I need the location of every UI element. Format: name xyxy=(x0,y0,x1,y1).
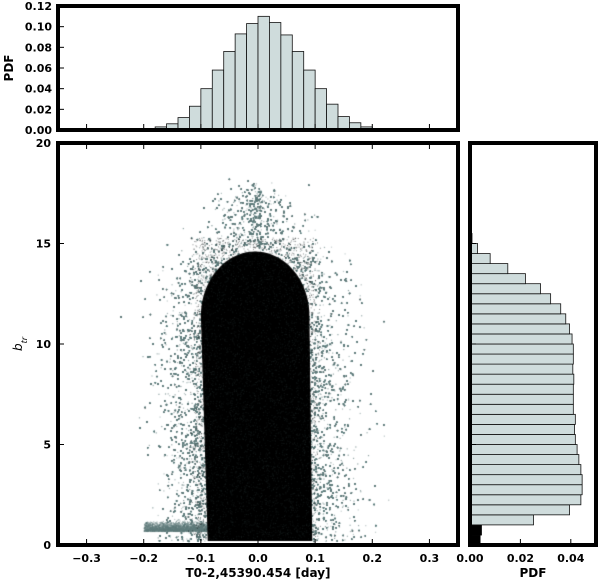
main-ytick-label: 10 xyxy=(36,338,52,351)
top-histogram-bar xyxy=(326,103,339,131)
top-ytick-label: 0.10 xyxy=(25,21,52,34)
top-histogram: 0.00 0.02 0.04 0.06 0.08 0.10 0.12 PDF xyxy=(2,0,460,137)
top-ytick-label: 0.02 xyxy=(25,103,52,116)
right-histogram-bar xyxy=(469,253,491,265)
main-xtick-label: −0.3 xyxy=(72,552,101,565)
main-xtick-label: −0.2 xyxy=(129,552,158,565)
right-histogram-bar xyxy=(469,343,574,355)
top-ylabel: PDF xyxy=(2,55,16,82)
top-histogram-bar xyxy=(223,51,236,131)
main-frame xyxy=(56,141,460,547)
main-xtick-label: 0.0 xyxy=(248,552,268,565)
right-histogram-bar xyxy=(469,423,575,435)
top-histogram-bar xyxy=(269,22,282,131)
top-ytick-label: 0.08 xyxy=(25,41,52,54)
top-ytick-label: 0.12 xyxy=(25,0,52,13)
right-histogram-bar xyxy=(469,494,582,506)
main-scatter: −0.3 −0.2 −0.1 0.0 0.1 0.2 0.3 0 5 10 15 20 T0-2,453… xyxy=(11,137,460,580)
scatter-points xyxy=(58,143,458,545)
main-ylabel-main: b xyxy=(11,343,25,351)
right-histogram-bar xyxy=(469,454,580,465)
top-ytick-label: 0.06 xyxy=(25,62,52,75)
right-histogram-bar xyxy=(469,363,574,375)
top-ytick-label: 0.04 xyxy=(25,83,52,96)
right-histogram-bar xyxy=(469,263,509,275)
top-histogram-bar xyxy=(280,34,293,131)
right-histogram: 0.00 0.02 0.04 PDF xyxy=(456,141,598,580)
right-histogram-bar xyxy=(469,393,574,405)
top-histogram-bar xyxy=(211,69,225,131)
right-histogram-bar xyxy=(469,283,541,295)
right-histogram-bar xyxy=(469,313,567,325)
main-xlabel: T0-2,45390.454 [day] xyxy=(185,566,330,580)
right-frame xyxy=(468,141,598,547)
main-xtick-label: 0.2 xyxy=(363,552,383,565)
right-histogram-bar xyxy=(469,464,582,476)
right-xtick-label: 0.02 xyxy=(507,552,534,565)
top-frame xyxy=(56,4,460,132)
right-histogram-bar xyxy=(469,504,570,516)
right-xtick-label: 0.04 xyxy=(557,552,584,565)
main-ytick-label: 20 xyxy=(36,137,52,150)
main-xtick-label: 0.3 xyxy=(420,552,440,565)
top-histogram-bar xyxy=(257,15,270,131)
main-ytick-label: 15 xyxy=(36,238,51,251)
right-histogram-bar xyxy=(469,293,552,305)
right-histogram-bar xyxy=(469,353,574,365)
main-ylabel: btr xyxy=(11,336,29,351)
top-histogram-bar xyxy=(303,69,316,131)
main-xtick-label: −0.1 xyxy=(187,552,216,565)
top-histogram-bar xyxy=(314,88,327,131)
main-xtick-label: 0.1 xyxy=(305,552,325,565)
right-histogram-bar xyxy=(469,333,573,345)
top-histogram-bar xyxy=(234,33,247,131)
top-histogram-bar xyxy=(200,88,213,131)
right-histogram-bar xyxy=(469,383,574,395)
right-histogram-bar xyxy=(469,413,576,425)
right-xlabel: PDF xyxy=(520,566,547,580)
right-histogram-bar xyxy=(469,273,526,285)
right-histogram-bar xyxy=(469,303,562,315)
right-histogram-bar xyxy=(469,444,578,455)
main-ytick-label: 0 xyxy=(43,539,51,552)
right-histogram-bar xyxy=(469,373,575,385)
top-histogram-bar xyxy=(291,51,305,131)
right-histogram-bar xyxy=(469,484,583,496)
top-histogram-bar xyxy=(337,116,350,131)
right-histogram-bar xyxy=(469,434,576,445)
top-ytick-label: 0.00 xyxy=(25,124,52,137)
right-xtick-label: 0.00 xyxy=(456,552,483,565)
main-ylabel-sub: tr xyxy=(20,336,29,343)
right-histogram-bar xyxy=(469,403,574,415)
top-histogram-bar xyxy=(246,23,259,131)
main-ytick-label: 5 xyxy=(43,439,51,452)
right-histogram-bar xyxy=(469,514,534,526)
top-histogram-bar xyxy=(189,105,202,131)
right-histogram-bar xyxy=(469,474,583,486)
right-histogram-bar xyxy=(469,323,570,335)
